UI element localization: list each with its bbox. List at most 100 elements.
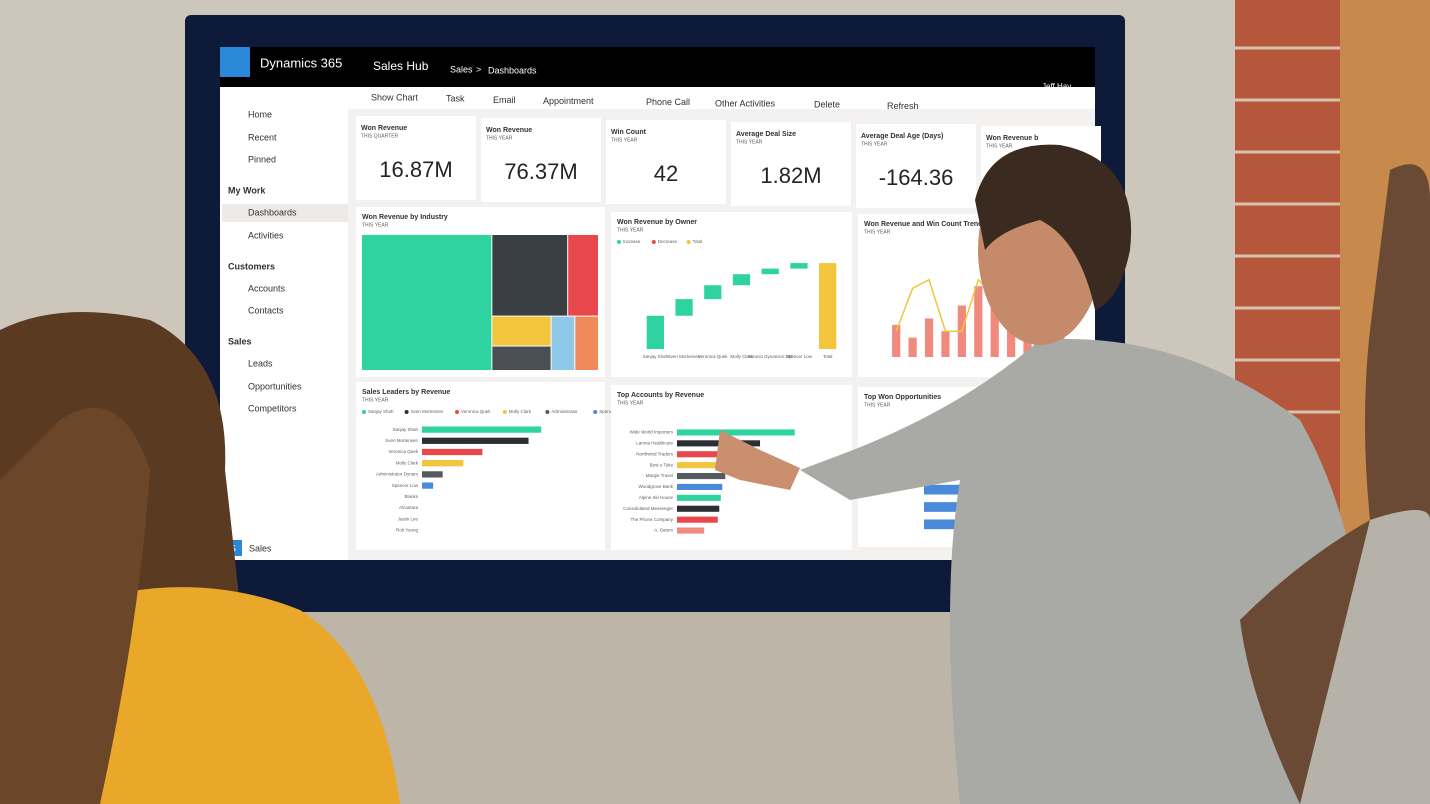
kpi-period: THIS YEAR xyxy=(736,139,763,145)
command: Show Chart xyxy=(371,92,419,102)
y-tick-label: Northwind Traders xyxy=(636,451,674,456)
x-tick-label: Antonio Dynamics 365 xyxy=(748,354,794,359)
app-launcher xyxy=(220,47,250,77)
chart-panel xyxy=(611,212,852,377)
chart-panel xyxy=(356,382,605,550)
chart-title: Sales Leaders by Revenue xyxy=(362,389,450,396)
legend-label: Decrease xyxy=(658,239,678,244)
treemap-block xyxy=(362,235,492,370)
man-sweater xyxy=(800,339,1372,804)
breadcrumb-separator: > xyxy=(476,64,481,74)
kpi-tile xyxy=(856,124,976,208)
legend-swatch xyxy=(593,410,598,414)
bar xyxy=(422,426,542,433)
bar xyxy=(677,472,726,480)
x-tick-label: Total xyxy=(823,354,833,359)
bar xyxy=(790,263,808,269)
kpi-title: Average Deal Size xyxy=(736,131,796,138)
kpi-title: Average Deal Age (Days) xyxy=(861,133,943,140)
right-person-shirt xyxy=(1300,510,1430,804)
command-bar xyxy=(348,87,1095,109)
bar xyxy=(892,324,901,357)
y-tick-label: The Phone Company xyxy=(630,517,673,522)
treemap-block xyxy=(492,346,551,370)
legend-swatch xyxy=(651,240,656,244)
woman-shirt xyxy=(60,587,400,804)
nav-group-title: Sales xyxy=(228,336,252,346)
chart-period: THIS YEAR xyxy=(617,227,644,233)
y-tick-label: Wide World Importers xyxy=(630,430,674,435)
bar xyxy=(677,462,730,469)
man-hair xyxy=(975,144,1132,310)
legend-swatch xyxy=(404,410,409,414)
bar xyxy=(677,527,705,534)
kpi-title: Won Revenue xyxy=(486,127,532,134)
chart-title: Top Won Opportunities xyxy=(864,394,941,401)
chart-period: THIS YEAR xyxy=(864,402,891,408)
legend-label: Administrator xyxy=(551,409,578,414)
x-tick-label: Sanjay Shah xyxy=(643,354,669,359)
kpi-tile xyxy=(731,122,851,206)
chart-period: THIS YEAR xyxy=(362,222,389,228)
app-name: Dynamics 365 xyxy=(260,55,342,70)
x-tick-label: Spencer Low xyxy=(786,354,813,359)
legend-swatch xyxy=(502,410,507,414)
nav-item: Leads xyxy=(248,358,273,368)
command: Task xyxy=(446,94,465,104)
legend-swatch xyxy=(362,410,366,414)
bar xyxy=(646,315,664,349)
y-tick-label: Rob Young xyxy=(396,528,419,533)
nav-group-title: Customers xyxy=(228,261,275,271)
chart-title: Won Revenue by Industry xyxy=(362,214,448,221)
y-tick-label: Justin Lee xyxy=(397,516,418,521)
command: Email xyxy=(493,95,516,105)
legend-swatch xyxy=(617,240,621,244)
nav-item: Pinned xyxy=(248,154,276,164)
nav-item: Dashboards xyxy=(248,207,297,217)
nav-item: Recent xyxy=(248,132,277,142)
legend-label: Veronica Quek xyxy=(461,409,491,414)
chart-title: Won Revenue by Owner xyxy=(617,219,697,226)
legend-swatch xyxy=(455,410,459,414)
bar xyxy=(732,274,751,286)
command: Phone Call xyxy=(646,97,690,107)
bar xyxy=(677,505,720,512)
bar xyxy=(422,482,434,489)
kpi-title: Won Revenue xyxy=(361,125,407,132)
bar xyxy=(677,516,718,523)
kpi-value: 42 xyxy=(654,161,678,186)
x-tick-label: Veronica Quek xyxy=(698,354,728,359)
x-tick-label: Molly Clark xyxy=(730,354,753,359)
kpi-value: -164.36 xyxy=(879,165,954,190)
command: Appointment xyxy=(543,96,594,106)
y-tick-label: Spencer Low xyxy=(392,483,419,488)
y-tick-label: Molly Clark xyxy=(396,460,419,465)
y-tick-label: Sanjay Shah xyxy=(392,427,418,432)
legend-label: Total xyxy=(693,239,703,244)
treemap-block xyxy=(575,316,598,370)
woman-hair-front xyxy=(0,407,150,804)
chart-title: Top Accounts by Revenue xyxy=(617,392,704,399)
treemap-block xyxy=(492,235,568,316)
bar xyxy=(422,448,483,456)
y-tick-label: Lamna Healthcare xyxy=(636,441,673,446)
kpi-value: 76.37M xyxy=(504,159,577,184)
treemap-block xyxy=(568,235,598,316)
command: Refresh xyxy=(887,101,919,111)
nav-item: Activities xyxy=(248,230,284,240)
bar xyxy=(908,337,917,357)
area-name: Sales Hub xyxy=(373,59,429,73)
command: Delete xyxy=(814,100,840,110)
y-tick-label: Blanks xyxy=(404,494,418,499)
kpi-value: 1.82M xyxy=(760,163,821,188)
y-tick-label: Sven Mortensen xyxy=(385,438,418,443)
y-tick-label: Woodgrove Bank xyxy=(639,484,674,489)
bar xyxy=(422,460,464,467)
kpi-tile xyxy=(481,118,601,202)
chart-title: Won Revenue and Win Count Trend xyxy=(864,221,982,228)
chart-period: THIS YEAR xyxy=(864,229,891,235)
legend-label: Sanjay Shah xyxy=(368,409,394,414)
bar xyxy=(924,318,934,357)
y-tick-label: Best o Tyke xyxy=(650,462,674,467)
